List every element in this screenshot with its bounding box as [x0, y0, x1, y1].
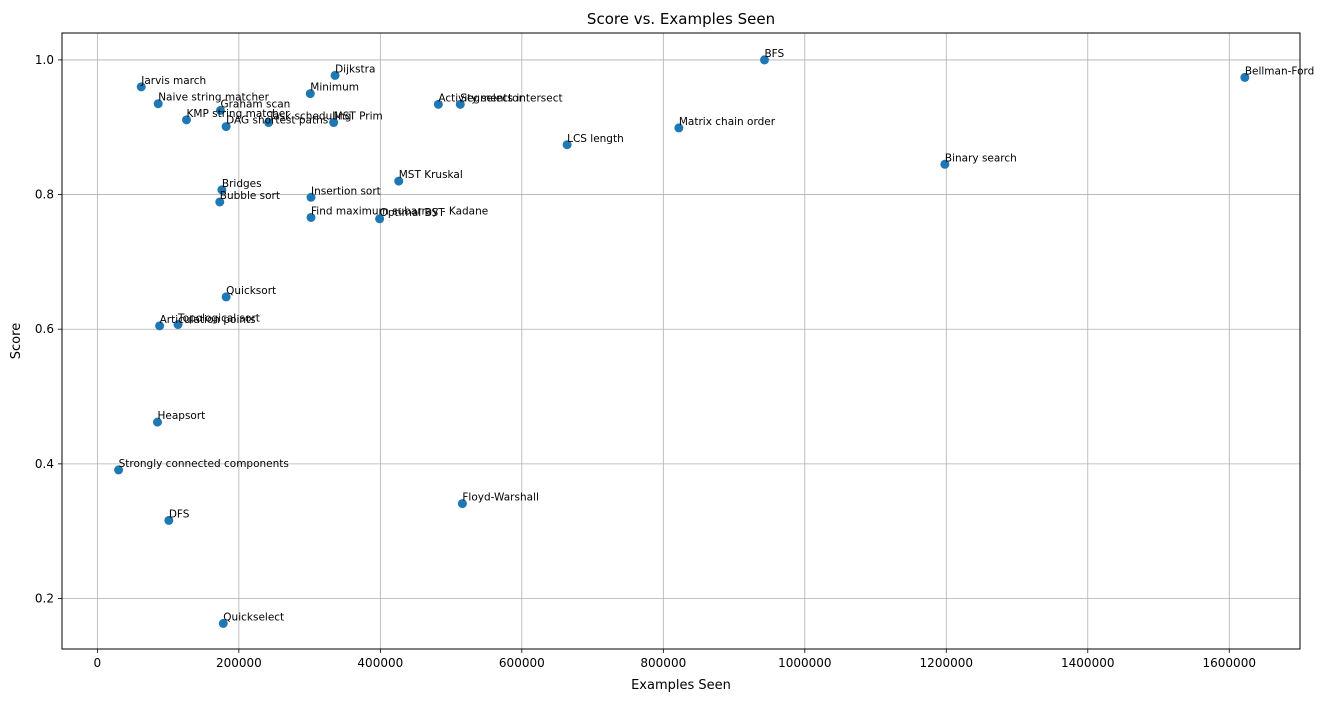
- data-point: [330, 70, 340, 80]
- point-label: Matrix chain order: [679, 116, 776, 128]
- x-tick-label: 600000: [499, 656, 545, 670]
- point-label: Task scheduling: [268, 111, 352, 123]
- x-tick-label: 1000000: [778, 656, 831, 670]
- y-tick-label: 0.2: [35, 592, 54, 606]
- point-label: Bubble sort: [220, 190, 280, 202]
- data-point: [940, 159, 950, 169]
- point-label: Graham scan: [220, 98, 290, 110]
- point-label: Binary search: [945, 152, 1017, 164]
- y-tick-label: 1.0: [35, 53, 54, 67]
- data-point: [217, 185, 227, 195]
- data-point: [155, 321, 165, 331]
- data-point: [306, 192, 316, 202]
- point-label: BFS: [764, 48, 784, 60]
- y-axis-title: Score: [9, 323, 24, 359]
- data-point: [759, 55, 769, 65]
- data-point: [153, 99, 163, 109]
- x-axis-title: Examples Seen: [631, 678, 731, 693]
- data-point: [215, 105, 225, 115]
- point-label: Quickselect: [223, 611, 284, 623]
- data-point: [305, 89, 315, 99]
- data-point: [394, 176, 404, 186]
- data-points: [114, 55, 1250, 628]
- point-label: Find maximum subarray - Kadane: [311, 205, 488, 217]
- point-label: KMP string matcher: [187, 108, 291, 120]
- data-point: [457, 499, 467, 509]
- axis-ticks: 0 200000 400000 600000 800000 1000000 1200000 1…: [35, 53, 1256, 670]
- point-label: Segments intersect: [460, 92, 562, 104]
- x-tick-label: 800000: [640, 656, 686, 670]
- x-tick-label: 1600000: [1203, 656, 1256, 670]
- y-tick-label: 0.8: [35, 188, 54, 202]
- point-label: MST Prim: [334, 111, 383, 123]
- x-tick-label: 200000: [216, 656, 262, 670]
- point-label: Floyd-Warshall: [462, 492, 538, 504]
- data-point: [221, 122, 231, 132]
- point-label: Dijkstra: [335, 63, 375, 75]
- point-label: Bridges: [222, 178, 262, 190]
- data-point: [182, 115, 192, 125]
- x-tick-label: 0: [94, 656, 102, 670]
- grid: [62, 33, 1300, 649]
- data-point: [218, 618, 228, 628]
- data-point: [136, 82, 146, 92]
- point-label: Insertion sort: [311, 185, 381, 197]
- point-label: Strongly connected components: [119, 458, 289, 470]
- data-point: [674, 123, 684, 133]
- y-tick-label: 0.6: [35, 322, 54, 336]
- data-point: [164, 515, 174, 525]
- data-point: [215, 197, 225, 207]
- y-tick-label: 0.4: [35, 457, 54, 471]
- point-label: Optimal BST: [380, 207, 446, 219]
- data-point: [114, 465, 124, 475]
- point-label: Quicksort: [226, 285, 276, 297]
- point-label: LCS length: [567, 133, 624, 145]
- point-label: DAG shortest paths: [226, 115, 328, 127]
- point-label: Heapsort: [158, 410, 206, 422]
- data-point: [329, 118, 339, 128]
- point-label: Naive string matcher: [158, 92, 269, 104]
- data-point: [375, 214, 385, 224]
- chart-title: Score vs. Examples Seen: [587, 10, 775, 28]
- point-label: MST Kruskal: [399, 169, 463, 181]
- data-point: [433, 99, 443, 109]
- data-point: [306, 212, 316, 222]
- point-label: Bellman-Ford: [1245, 65, 1315, 77]
- point-label: Topological sort: [177, 313, 260, 325]
- x-tick-label: 1200000: [920, 656, 973, 670]
- data-point: [562, 140, 572, 150]
- data-point: [221, 292, 231, 302]
- point-label: DFS: [169, 508, 190, 520]
- point-label: Activity selector: [438, 92, 523, 104]
- data-point: [153, 417, 163, 427]
- point-label: Articulation points: [160, 314, 256, 326]
- x-tick-label: 400000: [357, 656, 403, 670]
- x-tick-label: 1400000: [1061, 656, 1114, 670]
- data-point: [455, 99, 465, 109]
- point-label: Minimum: [310, 82, 359, 94]
- data-point: [173, 320, 183, 330]
- data-point: [264, 118, 274, 128]
- data-point: [1240, 72, 1250, 82]
- plot-frame: [61, 32, 1301, 650]
- point-label: Jarvis march: [140, 75, 206, 87]
